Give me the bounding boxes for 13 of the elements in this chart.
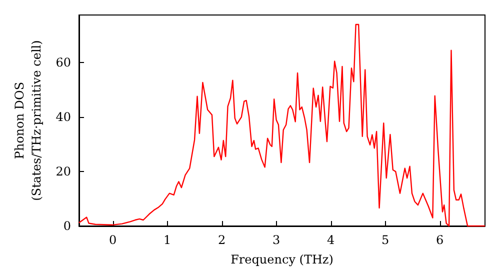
x-tick-label: 0 <box>108 233 117 247</box>
y-tick-label: 40 <box>56 110 71 124</box>
x-tick-label: 4 <box>326 233 335 247</box>
x-axis-title: Frequency (THz) <box>230 252 334 266</box>
x-tick-label: 3 <box>272 233 280 247</box>
y-axis-title: Phonon DOS (States/THz·primitive cell) <box>12 40 44 201</box>
y-tick-label: 0 <box>63 219 71 233</box>
x-tick-label: 1 <box>163 233 172 247</box>
x-tick-label: 6 <box>436 233 444 247</box>
y-tick-label: 60 <box>56 56 71 70</box>
x-tick-label: 5 <box>381 233 390 247</box>
x-tick-label: 2 <box>218 233 226 247</box>
y-tick-label: 20 <box>56 164 71 179</box>
